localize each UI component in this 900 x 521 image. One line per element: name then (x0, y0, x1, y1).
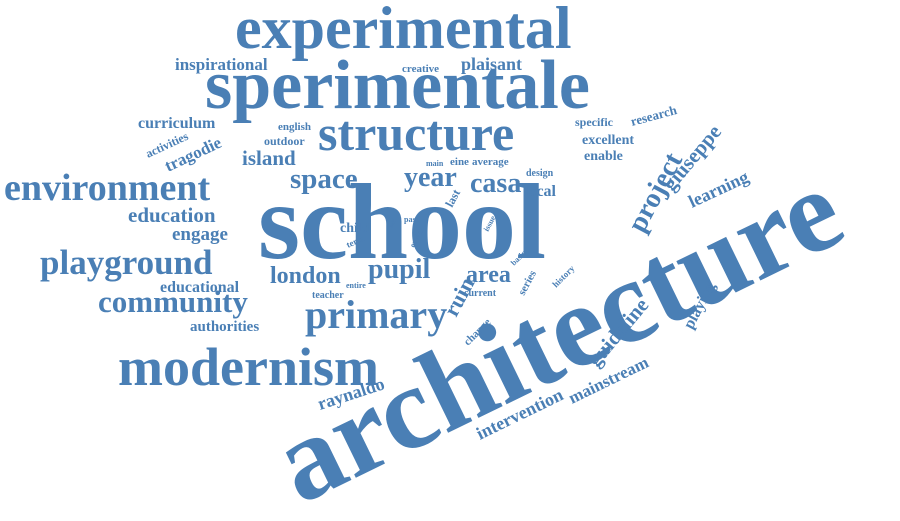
word-curriculum: curriculum (138, 115, 216, 132)
word-eine: eine (450, 156, 469, 168)
word-english: english (278, 121, 311, 133)
word-entire: entire (346, 281, 366, 290)
word-past: past (404, 215, 419, 224)
word-teacher: teacher (312, 290, 344, 301)
word-primary: primary (305, 292, 447, 337)
word-inspirational: inspirational (175, 55, 268, 74)
word-playground: playground (40, 243, 213, 282)
word-area: area (466, 262, 511, 288)
word-educational: educational (160, 279, 240, 296)
word-excellent: excellent (582, 133, 634, 148)
word-authorities: authorities (190, 319, 259, 335)
word-enable: enable (584, 149, 623, 164)
word-current: current (464, 288, 497, 299)
word-local: local (524, 183, 557, 200)
word-school: school (258, 163, 546, 282)
word-modernism: modernism (118, 337, 379, 397)
word-pupil: pupil (368, 254, 430, 285)
word-education: education (128, 203, 216, 227)
word-plaisant: plaisant (461, 54, 522, 74)
word-outdoor: outdoor (264, 134, 305, 148)
word-structure: structure (318, 105, 514, 161)
word-community: community (98, 284, 248, 319)
word-self: self (388, 218, 398, 229)
word-year: year (404, 162, 457, 193)
word-sperimentale: sperimentale (205, 47, 590, 124)
word-space: space (290, 163, 358, 195)
word-london: london (270, 263, 341, 289)
word-specific: specific (575, 115, 614, 129)
word-main: main (426, 159, 444, 168)
word-creative: creative (402, 63, 439, 75)
word-engage: engage (172, 224, 228, 245)
word-research: research (629, 102, 679, 129)
word-design: design (526, 168, 554, 179)
word-experimental: experimental (235, 0, 572, 61)
word-island: island (242, 146, 296, 170)
word-average: average (472, 156, 509, 168)
word-child: child (340, 221, 370, 236)
word-casa: casa (470, 168, 521, 199)
word-environment: environment (4, 167, 211, 209)
